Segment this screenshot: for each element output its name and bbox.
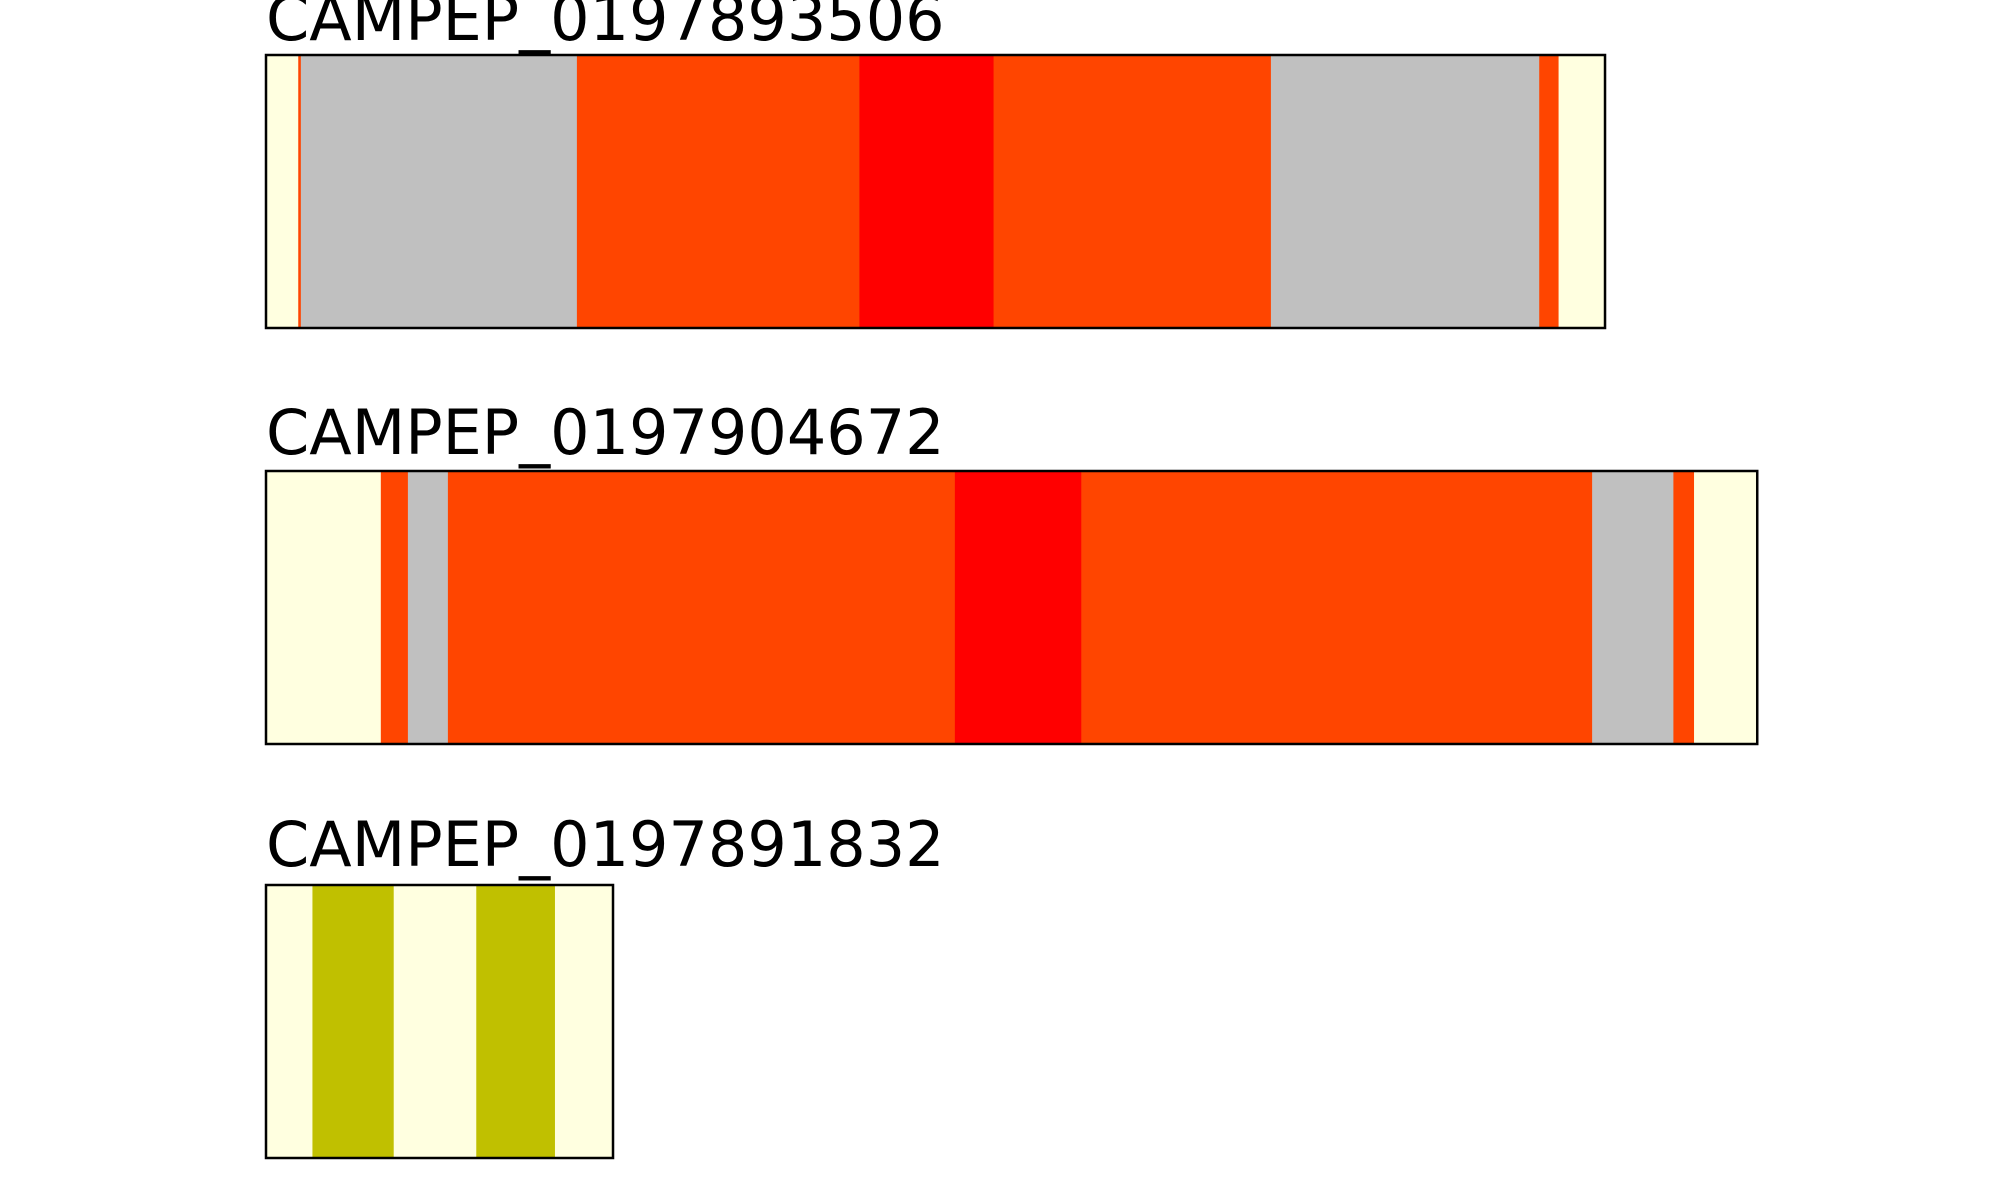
domain-segment (447, 471, 956, 744)
track-segments (264, 469, 1759, 746)
domain-segment (993, 55, 1272, 328)
domain-segment (298, 55, 302, 328)
domain-segment (300, 55, 578, 328)
domain-segment (1558, 55, 1606, 328)
track-title: CAMPEP_0197891832 (266, 808, 945, 881)
domain-segment (380, 471, 409, 744)
domain-segment (266, 471, 382, 744)
track-segments (264, 883, 615, 1160)
track-2: CAMPEP_0197904672 (264, 396, 1759, 746)
domain-segment (1270, 55, 1540, 328)
domain-segment (1673, 471, 1695, 744)
domain-segment (476, 885, 556, 1158)
track-segments (264, 53, 1607, 330)
domain-segment (393, 885, 477, 1158)
domain-segment (859, 55, 995, 328)
domain-segment (954, 471, 1082, 744)
domain-segment (266, 55, 299, 328)
track-border (264, 53, 1607, 330)
domain-segment (407, 471, 449, 744)
domain-segment (1694, 471, 1758, 744)
track-3: CAMPEP_0197891832 (264, 808, 945, 1160)
track-border (264, 469, 1759, 746)
track-title: CAMPEP_0197893506 (266, 0, 945, 55)
domain-segment (576, 55, 860, 328)
track-title: CAMPEP_0197904672 (266, 396, 945, 469)
domain-segment (1081, 471, 1593, 744)
domain-segment (1592, 471, 1674, 744)
domain-segment (266, 885, 313, 1158)
domain-segment (1539, 55, 1560, 328)
domain-segment (312, 885, 395, 1158)
track-border (264, 883, 615, 1160)
track-1: CAMPEP_0197893506 (264, 0, 1607, 330)
domain-segment (554, 885, 614, 1158)
